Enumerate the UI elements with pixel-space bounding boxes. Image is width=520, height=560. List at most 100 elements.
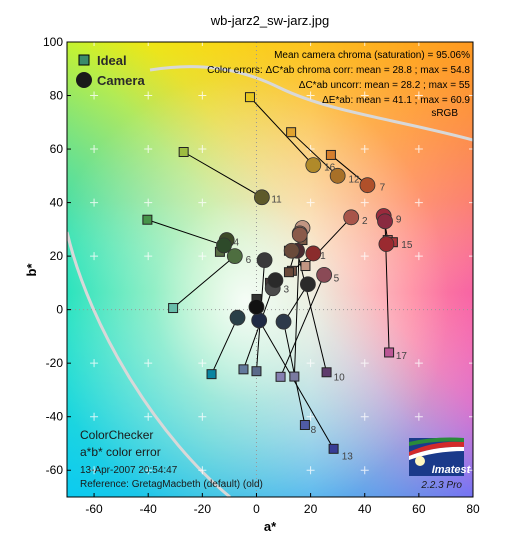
grid-cross bbox=[144, 359, 153, 368]
stat-colorspace: sRGB bbox=[431, 108, 458, 119]
patch-number-label: 5 bbox=[334, 274, 340, 285]
ideal-marker bbox=[251, 366, 262, 377]
patch-number-label: 1 bbox=[320, 251, 326, 262]
patch-number-label: 13 bbox=[342, 452, 354, 463]
grid-cross bbox=[414, 145, 423, 154]
camera-marker bbox=[291, 226, 308, 243]
grid-cross bbox=[414, 91, 423, 100]
ideal-marker bbox=[328, 443, 339, 454]
camera-marker bbox=[216, 237, 232, 254]
grid-cross bbox=[144, 198, 153, 207]
y-axis-label: b* bbox=[24, 263, 39, 277]
ideal-marker bbox=[238, 364, 249, 375]
camera-marker bbox=[253, 189, 270, 206]
x-tick-label: 80 bbox=[466, 502, 480, 516]
grid-cross bbox=[90, 42, 99, 46]
camera-marker bbox=[343, 209, 360, 226]
camera-marker bbox=[248, 299, 265, 315]
ideal-marker bbox=[286, 127, 297, 138]
grid-cross bbox=[90, 252, 99, 261]
grid-cross bbox=[469, 198, 473, 207]
stat-mean-chroma: Mean camera chroma (saturation) = 95.06% bbox=[274, 50, 470, 61]
imatest-logo: Imatest 2.2.3 Pro bbox=[409, 437, 472, 491]
grid-cross bbox=[469, 412, 473, 421]
camera-marker bbox=[359, 177, 376, 194]
patch-number-label: 12 bbox=[348, 175, 360, 186]
x-tick-label: 40 bbox=[358, 502, 372, 516]
legend-camera-swatch bbox=[76, 72, 92, 88]
grid-cross bbox=[306, 412, 315, 421]
info-subtitle: a*b* color error bbox=[80, 445, 161, 459]
ideal-marker bbox=[244, 92, 255, 103]
gamut-boundary-upper bbox=[149, 65, 473, 142]
grid-cross bbox=[144, 91, 153, 100]
logo-version: 2.2.3 Pro bbox=[420, 480, 462, 491]
grid-cross bbox=[414, 412, 423, 421]
x-tick-label: 20 bbox=[304, 502, 318, 516]
camera-marker bbox=[316, 266, 333, 283]
plot-background-center-glow bbox=[67, 42, 473, 497]
x-tick-label: -40 bbox=[140, 502, 158, 516]
info-block: ColorChecker a*b* color error 13-Apr-200… bbox=[80, 428, 263, 490]
ideal-marker bbox=[299, 420, 310, 431]
connector-line bbox=[290, 131, 339, 177]
x-tick-label: 0 bbox=[253, 502, 260, 516]
ideal-marker bbox=[142, 214, 153, 225]
grid-cross bbox=[360, 466, 369, 475]
x-axis-label: a* bbox=[264, 519, 277, 534]
logo-stripe-red bbox=[409, 441, 464, 456]
y-tick-label: -40 bbox=[46, 410, 64, 424]
ideal-marker bbox=[275, 371, 286, 382]
x-tick-label: -60 bbox=[85, 502, 103, 516]
patch-number-label: 10 bbox=[334, 373, 346, 384]
logo-stripe-white bbox=[409, 446, 464, 460]
patch-number-label: 6 bbox=[246, 255, 252, 266]
grid-cross bbox=[306, 466, 315, 475]
x-tick-label: 60 bbox=[412, 502, 426, 516]
grid-cross bbox=[469, 359, 473, 368]
grid-cross bbox=[198, 252, 207, 261]
camera-marker bbox=[305, 245, 322, 262]
grid-cross bbox=[144, 252, 153, 261]
plot-frame bbox=[66, 41, 474, 498]
grid-cross bbox=[144, 42, 153, 46]
info-date: 13-Apr-2007 20:54:47 bbox=[80, 465, 178, 476]
y-tick-label: 20 bbox=[50, 249, 64, 263]
legend: Ideal Camera bbox=[76, 53, 145, 88]
grid-cross bbox=[198, 198, 207, 207]
patch-number-label: 11 bbox=[271, 195, 282, 206]
grid-cross bbox=[90, 91, 99, 100]
grid-cross bbox=[360, 198, 369, 207]
grid-cross bbox=[198, 359, 207, 368]
patch-number-label: 3 bbox=[284, 284, 290, 295]
connector-line bbox=[147, 219, 225, 246]
grid-cross bbox=[90, 359, 99, 368]
connector-line bbox=[280, 274, 325, 378]
grid-cross bbox=[360, 42, 369, 46]
stat-chroma-corr: Color errors: ΔC*ab chroma corr: mean = … bbox=[207, 65, 470, 76]
grid-cross bbox=[306, 359, 315, 368]
connector-line bbox=[172, 255, 236, 309]
grid-cross bbox=[90, 145, 99, 154]
ideal-marker bbox=[289, 371, 300, 382]
grid-cross bbox=[198, 466, 207, 475]
grid-cross bbox=[306, 198, 315, 207]
stats-block: Mean camera chroma (saturation) = 95.06%… bbox=[207, 50, 470, 119]
grid-cross bbox=[198, 145, 207, 154]
grid-cross bbox=[469, 91, 473, 100]
ideal-marker bbox=[178, 147, 189, 158]
logo-stripe-green bbox=[409, 437, 464, 446]
stat-delta-e: ΔE*ab: mean = 41.1 ; max = 60.9 bbox=[322, 95, 470, 106]
ideal-marker bbox=[300, 261, 311, 272]
ideal-marker bbox=[206, 369, 217, 380]
info-colorchecker: ColorChecker bbox=[80, 428, 153, 442]
grid-cross bbox=[360, 359, 369, 368]
gamut-boundary-lower bbox=[67, 231, 231, 497]
grid-cross bbox=[469, 145, 473, 154]
info-reference: Reference: GretagMacbeth (default) (old) bbox=[80, 479, 263, 490]
patch-number-label: 7 bbox=[380, 183, 386, 194]
camera-marker bbox=[267, 272, 284, 289]
